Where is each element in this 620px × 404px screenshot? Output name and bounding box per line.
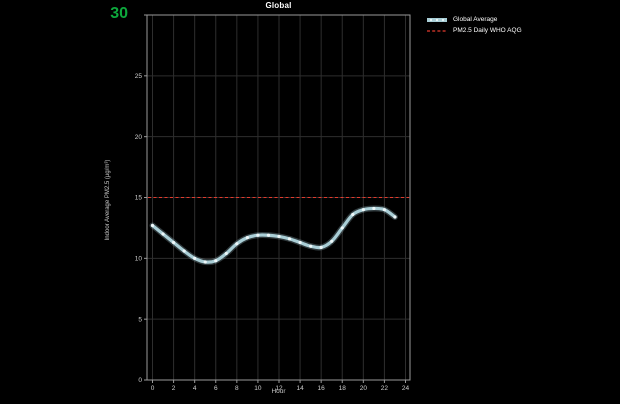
svg-text:10: 10 bbox=[254, 385, 262, 392]
svg-text:22: 22 bbox=[381, 385, 389, 392]
x-axis-label: Hour bbox=[271, 388, 286, 395]
svg-text:8: 8 bbox=[235, 385, 239, 392]
svg-text:12: 12 bbox=[275, 385, 283, 392]
svg-text:10: 10 bbox=[135, 256, 143, 263]
svg-text:20: 20 bbox=[360, 385, 368, 392]
legend-item-global-average: Global Average bbox=[426, 15, 522, 24]
chart-title: Global bbox=[265, 1, 292, 10]
y-axis-max-value: 30 bbox=[110, 5, 128, 22]
svg-text:0: 0 bbox=[151, 385, 155, 392]
legend-item-who-aqg: PM2.5 Daily WHO AQG bbox=[426, 26, 522, 35]
dashed-line-swatch-icon bbox=[427, 29, 447, 32]
svg-text:4: 4 bbox=[193, 385, 197, 392]
svg-text:6: 6 bbox=[214, 385, 218, 392]
svg-text:0: 0 bbox=[138, 377, 142, 384]
legend-label-global-average: Global Average bbox=[453, 16, 498, 23]
svg-text:16: 16 bbox=[318, 385, 326, 392]
y-axis-label: Indoor Average PM2.5 (µg/m³) bbox=[105, 159, 111, 241]
chart-legend: Global Average PM2.5 Daily WHO AQG bbox=[426, 15, 522, 35]
svg-text:20: 20 bbox=[135, 134, 143, 141]
svg-text:15: 15 bbox=[135, 195, 143, 202]
svg-text:14: 14 bbox=[296, 385, 304, 392]
svg-text:2: 2 bbox=[172, 385, 176, 392]
svg-text:5: 5 bbox=[138, 316, 142, 323]
svg-text:18: 18 bbox=[339, 385, 347, 392]
legend-label-who-aqg: PM2.5 Daily WHO AQG bbox=[453, 27, 522, 34]
svg-text:25: 25 bbox=[135, 73, 143, 80]
svg-text:24: 24 bbox=[402, 385, 410, 392]
line-with-markers-swatch-icon bbox=[427, 17, 447, 22]
